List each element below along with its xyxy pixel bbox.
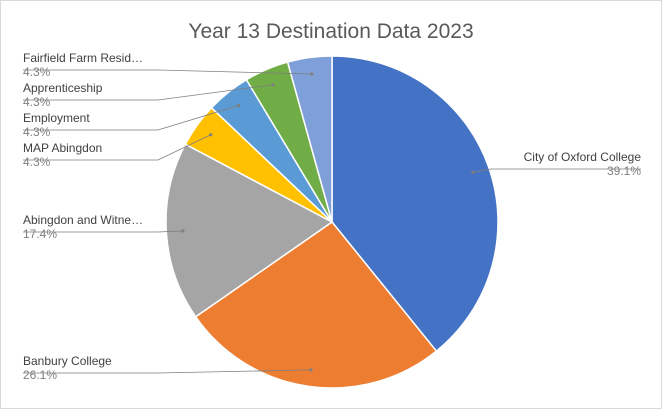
slice-value-employment: 4.3% (23, 125, 51, 139)
leader-line-fairfield-farm-residential (23, 69, 312, 75)
slice-value-apprenticeship: 4.3% (23, 95, 51, 109)
leader-dot-map-abingdon (209, 133, 213, 137)
slice-value-banbury-college: 26.1% (23, 368, 57, 382)
slice-label-map-abingdon: MAP Abingdon (23, 141, 102, 155)
slice-label-city-of-oxford-college: City of Oxford College (524, 150, 642, 164)
pie-slice-city-of-oxford-college (331, 55, 499, 353)
slice-value-fairfield-farm-residential: 4.3% (23, 65, 51, 79)
pie-slices (165, 55, 499, 389)
slice-label-abingdon-and-witney-college: Abingdon and Witne… (23, 213, 143, 227)
slice-label-employment: Employment (23, 111, 90, 125)
leader-line-city-of-oxford-college (472, 168, 641, 173)
leader-line-banbury-college (23, 369, 311, 374)
slice-value-map-abingdon: 4.3% (23, 155, 51, 169)
leader-lines (23, 69, 641, 374)
leader-dot-apprenticeship (271, 83, 275, 87)
leader-line-map-abingdon (23, 134, 211, 161)
leader-dot-city-of-oxford-college (471, 170, 475, 174)
leader-dot-employment (236, 103, 241, 108)
leader-dot-banbury-college (309, 368, 313, 372)
slice-value-city-of-oxford-college: 39.1% (607, 164, 641, 178)
leader-line-apprenticeship (23, 84, 274, 101)
leader-line-employment (23, 105, 239, 131)
slice-label-fairfield-farm-residential: Fairfield Farm Resid… (23, 51, 143, 65)
chart-title: Year 13 Destination Data 2023 (188, 20, 473, 43)
slice-label-apprenticeship: Apprenticeship (23, 81, 103, 95)
pie-slice-fairfield-farm-residential (286, 55, 333, 223)
slice-label-banbury-college: Banbury College (23, 354, 112, 368)
pie-slice-banbury-college (194, 220, 438, 389)
leader-line-abingdon-and-witney-college (23, 230, 183, 233)
slice-value-abingdon-and-witney-college: 17.4% (23, 227, 57, 241)
leader-dot-fairfield-farm-residential (310, 72, 314, 76)
leader-dot-abingdon-and-witney-college (181, 229, 185, 233)
